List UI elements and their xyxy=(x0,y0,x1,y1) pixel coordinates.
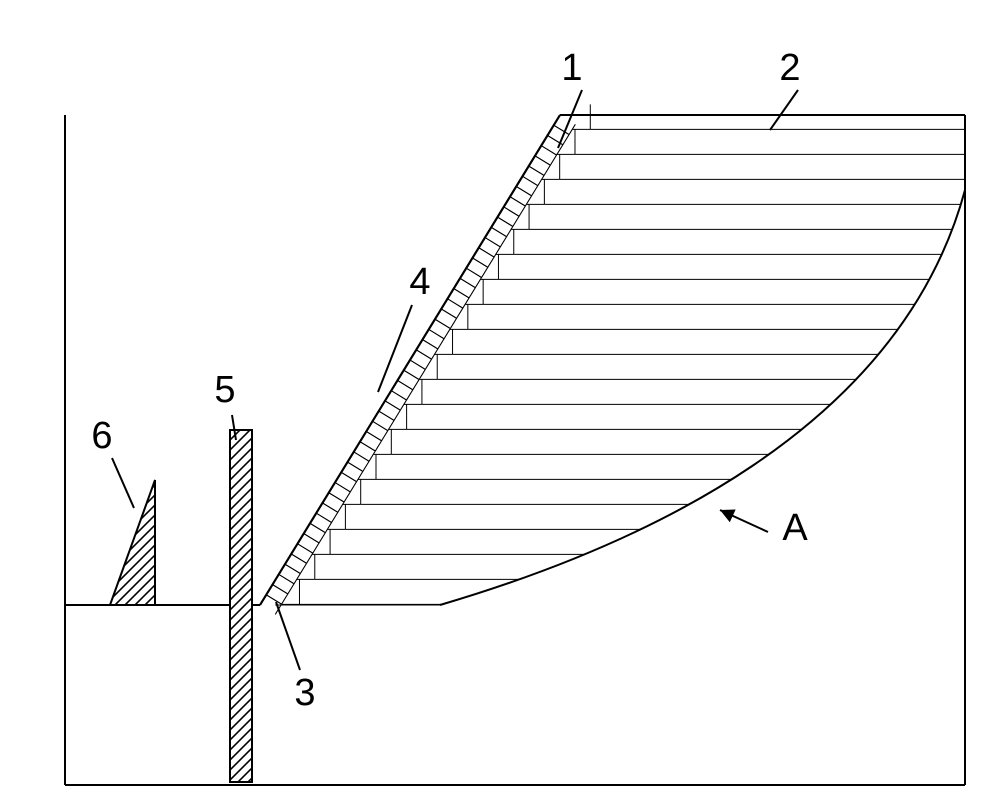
label-3: 3 xyxy=(294,672,315,714)
diagram-canvas: 1 2 3 4 5 6 A xyxy=(0,0,1000,804)
label-4: 4 xyxy=(409,261,430,303)
label-A: A xyxy=(782,507,808,549)
label-6: 6 xyxy=(91,415,112,457)
label-2: 2 xyxy=(779,47,800,89)
label-5: 5 xyxy=(214,369,235,411)
label-1: 1 xyxy=(561,47,582,89)
